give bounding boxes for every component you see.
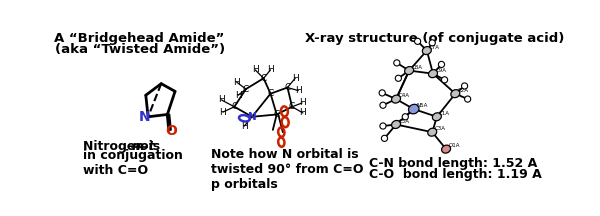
Text: C: C	[268, 89, 274, 98]
Circle shape	[394, 60, 400, 66]
Text: C5A: C5A	[398, 119, 409, 124]
Text: O1A: O1A	[448, 143, 460, 148]
Text: C9A: C9A	[436, 68, 446, 73]
Text: H: H	[235, 91, 242, 100]
Ellipse shape	[451, 90, 460, 98]
Text: Note how N orbital is
twisted 90° from C=O
p orbitals: Note how N orbital is twisted 90° from C…	[211, 148, 364, 191]
Text: C7A: C7A	[429, 45, 440, 50]
Text: C: C	[289, 102, 295, 111]
Ellipse shape	[409, 104, 419, 114]
Ellipse shape	[433, 113, 442, 121]
Circle shape	[380, 102, 386, 108]
Text: H: H	[233, 78, 240, 87]
Ellipse shape	[428, 70, 437, 78]
Text: H: H	[267, 65, 274, 74]
Text: Nitrogen is: Nitrogen is	[83, 140, 164, 153]
Text: N: N	[248, 112, 256, 122]
Text: H: H	[299, 108, 306, 118]
Text: C-O  bond length: 1.19 A: C-O bond length: 1.19 A	[369, 168, 542, 181]
Text: N5A: N5A	[416, 103, 427, 108]
Circle shape	[429, 40, 436, 46]
Text: C: C	[243, 84, 249, 94]
Ellipse shape	[428, 128, 437, 136]
Text: (aka “Twisted Amide”): (aka “Twisted Amide”)	[55, 43, 225, 56]
Text: C: C	[284, 83, 290, 92]
Circle shape	[380, 123, 386, 129]
Circle shape	[395, 75, 401, 81]
Text: C8A: C8A	[412, 65, 422, 70]
Ellipse shape	[442, 145, 451, 153]
Circle shape	[379, 90, 385, 96]
Circle shape	[461, 83, 467, 89]
Circle shape	[439, 61, 445, 67]
Text: H: H	[220, 108, 226, 117]
Text: X-ray structure (of conjugate acid): X-ray structure (of conjugate acid)	[305, 32, 564, 45]
Text: C4A: C4A	[398, 93, 409, 98]
Text: in conjugation
with C=O: in conjugation with C=O	[83, 149, 182, 177]
Text: C-N bond length: 1.52 A: C-N bond length: 1.52 A	[369, 157, 538, 170]
Circle shape	[442, 77, 448, 83]
Text: H: H	[241, 122, 248, 130]
Ellipse shape	[392, 95, 401, 103]
Circle shape	[415, 38, 421, 44]
Text: H: H	[295, 86, 302, 95]
Text: H: H	[218, 95, 224, 104]
Text: C3A: C3A	[434, 126, 446, 131]
Text: N: N	[139, 110, 150, 124]
Text: H: H	[292, 74, 299, 83]
Text: C: C	[274, 110, 280, 119]
Ellipse shape	[404, 67, 413, 75]
Text: C: C	[231, 102, 238, 111]
Text: not: not	[132, 140, 155, 153]
Circle shape	[402, 114, 409, 120]
Text: C2A: C2A	[458, 88, 469, 93]
Ellipse shape	[392, 121, 401, 129]
Ellipse shape	[422, 47, 431, 55]
Circle shape	[382, 135, 388, 141]
Circle shape	[464, 96, 471, 102]
Text: H: H	[252, 65, 259, 74]
Text: H: H	[299, 98, 305, 107]
Text: C1A: C1A	[439, 111, 450, 116]
Text: O: O	[165, 124, 177, 138]
Text: C: C	[260, 74, 267, 83]
Text: A “Bridgehead Amide”: A “Bridgehead Amide”	[55, 32, 225, 45]
